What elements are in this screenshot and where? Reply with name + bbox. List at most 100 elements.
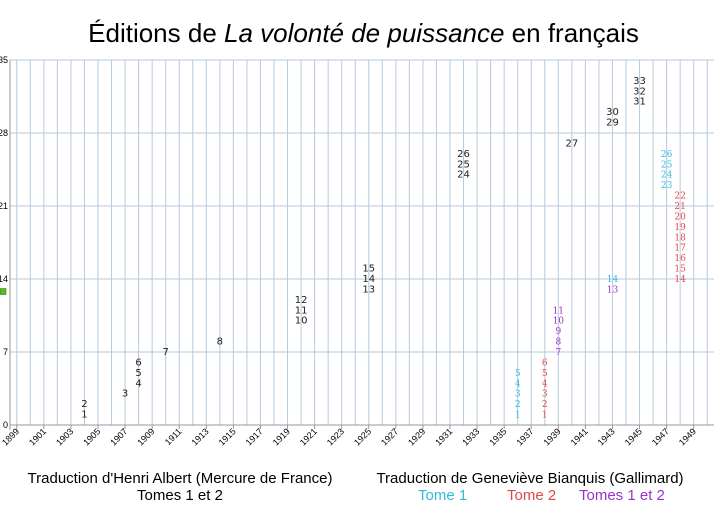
- data-point-label: 1: [515, 411, 521, 421]
- x-tick-label: 1943: [596, 426, 617, 447]
- data-point-label: 7: [163, 347, 169, 358]
- data-point-label: 12: [295, 295, 308, 306]
- x-tick-label: 1935: [487, 426, 508, 447]
- albert-caption-line1: Traduction d'Henri Albert (Mercure de Fr…: [27, 470, 333, 487]
- data-point-label: 6: [135, 357, 141, 368]
- x-tick-label: 1917: [244, 426, 265, 447]
- data-point-label: 13: [607, 285, 619, 295]
- data-point-label: 22: [674, 192, 685, 202]
- data-point-label: 5: [135, 368, 141, 379]
- x-tick-label: 1925: [352, 426, 373, 447]
- x-tick-label: 1909: [135, 426, 156, 447]
- data-point-label: 3: [122, 389, 128, 400]
- data-point-label: 25: [661, 160, 673, 170]
- data-point-label: 3: [542, 390, 548, 400]
- data-point-label: 10: [553, 317, 565, 327]
- data-point-label: 8: [555, 338, 561, 348]
- data-point-label: 32: [633, 86, 646, 97]
- data-point-label: 33: [633, 76, 646, 87]
- albert-caption: Traduction d'Henri Albert (Mercure de Fr…: [10, 470, 350, 504]
- bianquis-caption-line1: Traduction de Geneviève Bianquis (Gallim…: [376, 470, 684, 487]
- data-point-label: 13: [362, 284, 375, 295]
- x-tick-label: 1937: [514, 426, 535, 447]
- data-point-label: 5: [542, 369, 548, 379]
- x-tick-label: 1915: [217, 426, 238, 447]
- y-tick-label: 35: [0, 55, 8, 65]
- data-point-label: 19: [674, 223, 686, 233]
- data-point-label: 3: [515, 390, 521, 400]
- data-point-label: 14: [674, 275, 686, 285]
- x-tick-label: 1919: [271, 426, 292, 447]
- x-tick-label: 1949: [677, 426, 698, 447]
- data-point-label: 29: [606, 118, 619, 129]
- x-tick-label: 1933: [460, 426, 481, 447]
- data-point-label: 24: [457, 170, 470, 181]
- data-point-label: 15: [362, 264, 375, 275]
- data-point-label: 8: [217, 337, 223, 348]
- x-tick-label: 1939: [541, 426, 562, 447]
- data-point-label: 23: [661, 181, 673, 191]
- y-axis-marker: [0, 288, 7, 295]
- chart-title: Éditions de La volonté de puissance en f…: [0, 18, 727, 49]
- data-point-label: 20: [674, 212, 686, 222]
- data-point-label: 4: [515, 379, 521, 389]
- legend-tomes12: Tomes 1 et 2: [579, 487, 665, 504]
- data-point-label: 24: [661, 171, 673, 181]
- x-tick-label: 1945: [623, 426, 644, 447]
- x-tick-label: 1913: [189, 426, 210, 447]
- data-point-label: 27: [565, 138, 578, 149]
- data-point-label: 21: [674, 202, 685, 212]
- data-point-label: 17: [674, 244, 686, 254]
- data-point-label: 5: [515, 369, 521, 379]
- legend-tome2: Tome 2: [507, 487, 557, 504]
- data-point-label: 11: [553, 306, 564, 316]
- data-point-label: 1: [542, 411, 548, 421]
- data-point-label: 14: [607, 275, 619, 285]
- data-point-label: 30: [606, 107, 619, 118]
- y-tick-label: 0: [3, 420, 8, 430]
- data-point-label: 10: [295, 316, 308, 327]
- data-point-label: 2: [542, 400, 548, 410]
- x-tick-label: 1907: [108, 426, 129, 447]
- chart-title-suffix: en français: [504, 18, 639, 48]
- data-point-label: 14: [362, 274, 375, 285]
- y-tick-label: 28: [0, 128, 8, 138]
- grid-lines: [10, 59, 714, 426]
- x-tick-label: 1947: [650, 426, 671, 447]
- x-tick-label: 1923: [325, 426, 346, 447]
- data-point-label: 25: [457, 159, 470, 170]
- bianquis-caption: Traduction de Geneviève Bianquis (Gallim…: [370, 470, 690, 487]
- data-point-label: 4: [542, 379, 548, 389]
- x-tick-label: 1931: [433, 426, 454, 447]
- data-point-label: 2: [81, 399, 87, 410]
- data-point-label: 9: [555, 327, 561, 337]
- data-point-label: 31: [633, 97, 646, 108]
- data-point-label: 26: [661, 150, 673, 160]
- data-point-label: 6: [542, 358, 548, 368]
- data-point-label: 26: [457, 149, 470, 160]
- y-tick-label: 21: [0, 201, 8, 211]
- x-tick-label: 1911: [163, 426, 184, 447]
- chart-title-italic: La volonté de puissance: [224, 18, 505, 48]
- x-tick-label: 1941: [569, 426, 590, 447]
- x-tick-label: 1927: [379, 426, 400, 447]
- data-point-label: 2: [515, 400, 521, 410]
- data-point-label: 18: [674, 233, 686, 243]
- legend-tome1: Tome 1: [418, 487, 468, 504]
- data-point-label: 11: [295, 305, 308, 316]
- x-tick-label: 1905: [81, 426, 102, 447]
- y-tick-label: 14: [0, 274, 8, 284]
- x-tick-label: 1903: [54, 426, 75, 447]
- data-point-label: 1: [81, 410, 87, 421]
- data-point-label: 16: [674, 254, 686, 264]
- data-point-label: 4: [135, 378, 141, 389]
- x-tick-label: 1901: [27, 426, 48, 447]
- albert-caption-line2: Tomes 1 et 2: [137, 487, 223, 504]
- x-tick-label: 1921: [298, 426, 319, 447]
- y-tick-label: 7: [3, 347, 8, 357]
